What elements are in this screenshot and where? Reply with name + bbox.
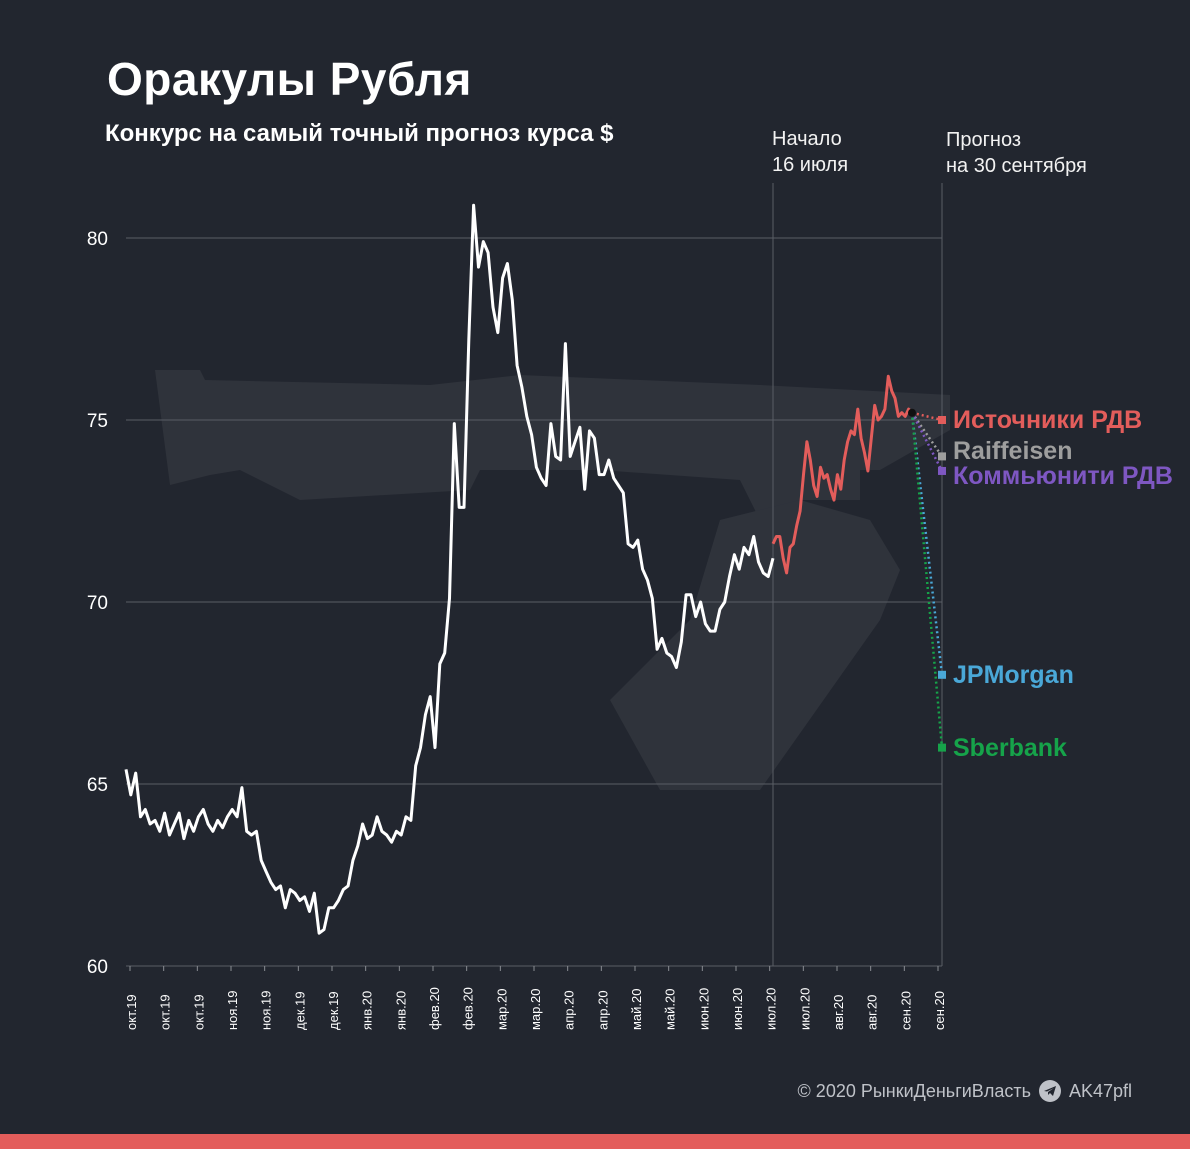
- page-subtitle: Конкурс на самый точный прогноз курса $: [105, 120, 614, 147]
- y-tick-label: 75: [87, 411, 108, 432]
- x-tick-label: апр.20: [562, 990, 577, 1030]
- forecast-annotation: Прогноз на 30 сентября: [946, 127, 1087, 179]
- y-tick-label: 80: [87, 229, 108, 250]
- x-tick-label: мар.20: [494, 989, 509, 1030]
- x-tick-label: окт.19: [158, 994, 173, 1030]
- bottom-accent-bar: [0, 1134, 1190, 1149]
- forecast-marker: [938, 452, 946, 461]
- forecast-line: [910, 412, 944, 458]
- forecast-line: [911, 411, 943, 422]
- forecast-annotation-line1: Прогноз: [946, 129, 1022, 151]
- x-axis: окт.19 окт.19 окт.19 ноя.19 ноя.19 дек.19 дек.…: [124, 966, 947, 1030]
- x-tick-label: ноя.19: [259, 990, 274, 1030]
- forecast-label: Источники РДВ: [953, 406, 1143, 434]
- y-tick-label: 70: [87, 593, 108, 614]
- x-tick-label: мар.20: [528, 989, 543, 1030]
- x-tick-label: авг.20: [831, 995, 846, 1030]
- series-line-contest: [771, 374, 914, 575]
- x-tick-label: янв.20: [360, 991, 375, 1030]
- forecast-line: [910, 412, 944, 472]
- forecast-annotation-line2: на 30 сентября: [946, 155, 1087, 177]
- telegram-icon: [1038, 1080, 1061, 1102]
- forecast-label: Raiffeisen: [953, 437, 1073, 466]
- y-tick-label: 65: [87, 775, 108, 796]
- x-tick-label: фев.20: [427, 987, 442, 1030]
- copyright-text: © 2020 РынкиДеньгиВласть: [797, 1080, 1031, 1101]
- y-tick-label: 60: [87, 957, 108, 978]
- x-tick-label: апр.20: [595, 990, 610, 1030]
- forecast-line: [910, 412, 944, 748]
- forecast-marker: [938, 416, 946, 424]
- forecast-label: Коммьюнити РДВ: [953, 461, 1173, 490]
- series-layer: [124, 203, 914, 935]
- x-tick-label: фев.20: [461, 987, 476, 1030]
- x-tick-label: сен.20: [932, 991, 947, 1030]
- forecast-line: [910, 412, 944, 675]
- grid-lines: [126, 183, 943, 967]
- x-tick-label: дек.19: [292, 991, 307, 1030]
- forecast-label: Sberbank: [953, 733, 1067, 762]
- forecast-marker: [938, 670, 946, 679]
- x-tick-label: июл.20: [764, 988, 779, 1030]
- forecast-layer: [908, 408, 946, 752]
- page-title: Оракулы Рубля: [107, 53, 472, 105]
- forecast-label: JPMorgan: [953, 660, 1074, 689]
- start-annotation-line1: Начало: [772, 128, 842, 150]
- x-tick-label: дек.19: [326, 991, 341, 1030]
- x-tick-label: сен.20: [898, 991, 913, 1030]
- footer: © 2020 РынкиДеньгиВласть AK47pfl: [798, 1080, 1132, 1102]
- x-tick-label: авг.20: [865, 995, 880, 1030]
- series-line-history: [124, 203, 775, 935]
- x-tick-label: ноя.19: [225, 990, 240, 1030]
- telegram-handle[interactable]: AK47pfl: [1068, 1080, 1132, 1101]
- x-tick-label: май.20: [663, 988, 678, 1030]
- x-tick-label: окт.19: [124, 994, 139, 1030]
- rifle-watermark: [155, 370, 950, 790]
- start-annotation-line2: 16 июля: [772, 154, 849, 176]
- x-tick-label: янв.20: [393, 991, 408, 1030]
- x-tick-label: июл.20: [797, 988, 812, 1030]
- start-annotation: Начало 16 июля: [772, 126, 848, 178]
- forecast-marker: [938, 466, 946, 475]
- x-tick-label: май.20: [629, 988, 644, 1030]
- forecast-marker: [938, 743, 946, 752]
- y-axis: 60 65 70 75 80: [87, 229, 108, 978]
- last-point-marker: [908, 408, 916, 417]
- x-tick-label: июн.20: [696, 988, 711, 1030]
- x-tick-label: окт.19: [191, 994, 206, 1030]
- x-tick-label: июн.20: [730, 988, 745, 1030]
